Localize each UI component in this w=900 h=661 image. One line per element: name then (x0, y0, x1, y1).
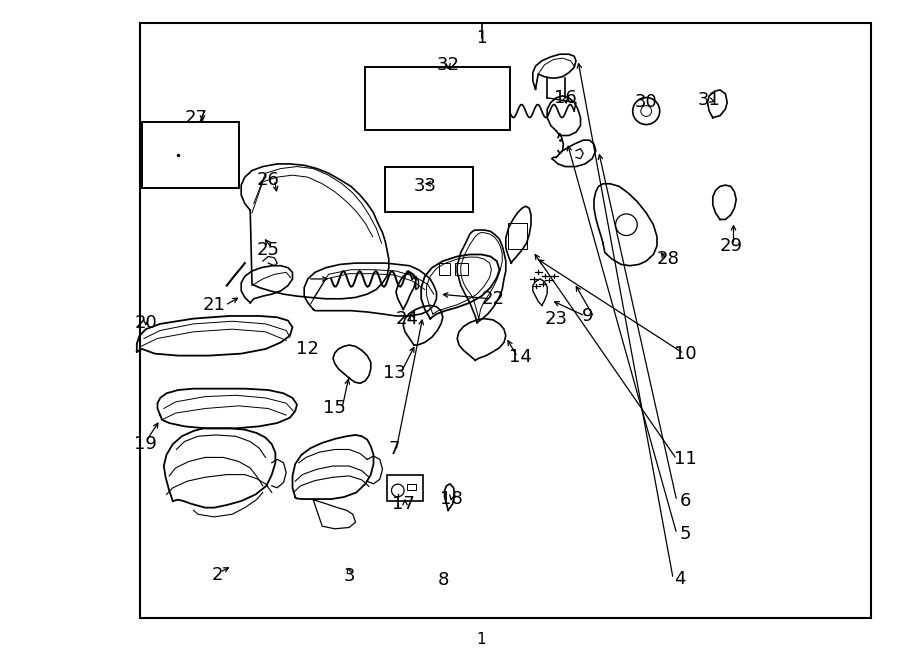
Text: 28: 28 (656, 250, 680, 268)
Text: 2: 2 (212, 566, 223, 584)
Text: 17: 17 (392, 494, 415, 513)
Text: 26: 26 (256, 171, 280, 189)
Text: 1: 1 (476, 29, 487, 48)
Text: 21: 21 (202, 296, 226, 315)
Text: 1: 1 (477, 633, 486, 647)
Text: 24: 24 (395, 309, 419, 328)
Bar (407, 484, 416, 490)
Text: 6: 6 (680, 492, 691, 510)
Bar (364, 67, 510, 130)
Bar (508, 223, 526, 249)
Text: 11: 11 (674, 450, 698, 469)
Text: 16: 16 (554, 89, 577, 107)
Text: 15: 15 (323, 399, 346, 418)
Text: 3: 3 (344, 567, 355, 586)
Bar (140, 23, 871, 618)
Text: 33: 33 (413, 177, 436, 196)
Text: 5: 5 (680, 525, 691, 543)
Bar (439, 263, 450, 275)
Bar (387, 475, 423, 501)
Bar (142, 122, 239, 188)
Bar (385, 167, 473, 212)
Text: 12: 12 (296, 340, 320, 358)
Text: 18: 18 (440, 490, 464, 508)
Bar (454, 263, 468, 275)
Text: 9: 9 (582, 307, 593, 325)
Text: 13: 13 (382, 364, 406, 383)
Text: 19: 19 (134, 435, 158, 453)
Text: 32: 32 (436, 56, 460, 74)
Text: 22: 22 (482, 290, 505, 308)
Text: 10: 10 (674, 344, 698, 363)
Text: 25: 25 (256, 241, 280, 259)
Text: 7: 7 (389, 440, 400, 459)
Text: 29: 29 (719, 237, 742, 255)
Text: 30: 30 (634, 93, 658, 112)
Text: 4: 4 (674, 570, 685, 588)
Text: 20: 20 (134, 313, 158, 332)
Text: 23: 23 (544, 309, 568, 328)
Text: 8: 8 (438, 571, 449, 590)
Text: 31: 31 (698, 91, 721, 110)
Text: 14: 14 (508, 348, 532, 366)
Text: 27: 27 (184, 108, 208, 127)
